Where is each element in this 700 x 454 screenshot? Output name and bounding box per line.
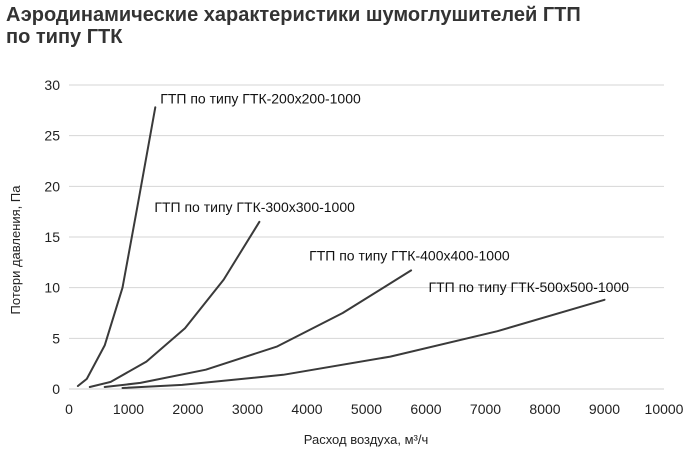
x-tick-label: 9000	[589, 401, 620, 417]
x-tick-label: 6000	[410, 401, 441, 417]
grid-layer	[69, 84, 664, 339]
chart-title: Аэродинамические характеристики шумоглуш…	[6, 4, 686, 48]
series-labels: ГТП по типу ГТК-200х200-1000 ГТП по типу …	[154, 90, 629, 295]
series-line	[121, 298, 606, 389]
series-label: ГТП по типу ГТК-200х200-1000	[160, 90, 361, 106]
y-tick-label: 5	[52, 330, 60, 346]
series-layer	[76, 106, 606, 389]
x-tick-label: 2000	[172, 401, 203, 417]
y-axis-label: Потери давления, Па	[8, 185, 23, 315]
x-tick-label: 10000	[645, 401, 684, 417]
x-tick-label: 4000	[291, 401, 322, 417]
series-line	[103, 269, 413, 388]
x-tick-label: 7000	[470, 401, 501, 417]
x-tick-label: 0	[65, 401, 73, 417]
y-tick-label: 25	[44, 128, 60, 144]
chart-title-line-2: по типу ГТК	[6, 26, 123, 48]
y-tick-label: 15	[44, 229, 60, 245]
x-tick-label: 1000	[113, 401, 144, 417]
x-axis-label: Расход воздуха, м³/ч	[304, 432, 429, 447]
y-tick-labels: 0 5 10 15 20 25 30	[44, 77, 60, 397]
y-tick-label: 0	[52, 381, 60, 397]
series-line	[76, 106, 157, 387]
y-tick-label: 30	[44, 77, 60, 93]
chart-title-line-1: Аэродинамические характеристики шумоглуш…	[6, 4, 581, 26]
series-label: ГТП по типу ГТК-300х300-1000	[154, 199, 355, 215]
y-tick-label: 10	[44, 280, 60, 296]
x-tick-label: 5000	[351, 401, 382, 417]
y-tick-label: 20	[44, 178, 60, 194]
x-tick-label: 3000	[232, 401, 263, 417]
x-tick-labels: 0 1000 2000 3000 4000 5000 6000 7000 8000 9000 100…	[65, 401, 684, 417]
series-line	[88, 220, 261, 388]
x-tick-label: 8000	[529, 401, 560, 417]
series-label: ГТП по типу ГТК-500х500-1000	[429, 279, 630, 295]
series-label: ГТП по типу ГТК-400х400-1000	[309, 247, 510, 263]
